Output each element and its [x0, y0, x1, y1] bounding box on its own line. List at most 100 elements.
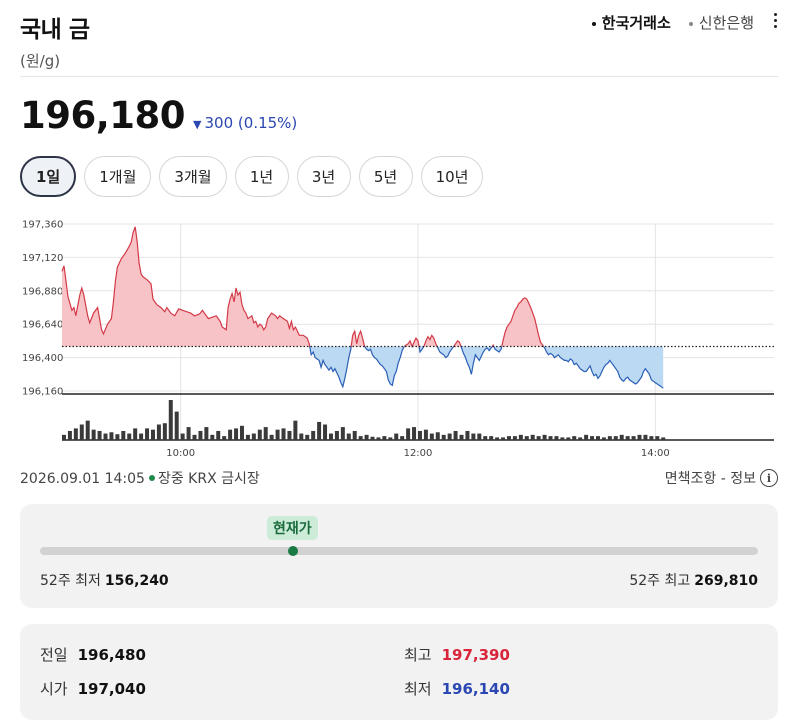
volume-bar — [115, 434, 120, 440]
volume-bar — [655, 436, 660, 440]
volume-bar — [210, 434, 215, 440]
volume-bar — [109, 432, 114, 440]
volume-bar — [198, 430, 203, 440]
volume-bar — [358, 436, 363, 440]
range-52w-card: 현재가 52주 최저 156,240 52주 최고 269,810 — [20, 504, 778, 608]
volume-bar — [299, 433, 304, 440]
down-triangle-icon: ▼ — [193, 118, 202, 131]
period-1d-button[interactable]: 1일 — [20, 156, 77, 197]
volume-bar — [61, 434, 66, 440]
unit-label: (원/g) — [20, 52, 61, 70]
volume-bar — [613, 436, 618, 440]
volume-bar — [625, 436, 630, 440]
volume-bar — [417, 430, 422, 440]
change-percent: (0.15%) — [237, 114, 298, 132]
volume-bar — [524, 436, 529, 440]
period-1y-button[interactable]: 1년 — [234, 156, 289, 197]
volume-bar — [269, 434, 274, 440]
volume-bar — [382, 436, 387, 440]
period-3y-button[interactable]: 3년 — [296, 156, 351, 197]
volume-bar — [257, 429, 262, 440]
price-change: ▼ 300 (0.15%) — [193, 114, 297, 132]
volume-bar — [73, 428, 78, 440]
period-3m-button[interactable]: 3개월 — [159, 156, 227, 197]
disclaimer-link[interactable]: 면책조항 - 정보 i — [665, 468, 778, 488]
range-low-label: 52주 최저 — [40, 573, 101, 589]
period-1m-button[interactable]: 1개월 — [84, 156, 152, 197]
area-above-baseline — [62, 226, 544, 347]
x-tick-label: 14:00 — [641, 448, 670, 459]
period-10y-button[interactable]: 10년 — [420, 156, 484, 197]
volume-bar — [548, 436, 553, 440]
stat-value: 196,140 — [441, 680, 510, 698]
volume-bar — [91, 429, 96, 440]
volume-bar — [145, 428, 150, 440]
volume-bar — [518, 434, 523, 440]
volume-bar — [506, 436, 511, 440]
volume-bar — [370, 436, 375, 440]
source-tab-label: 신한은행 — [698, 14, 754, 32]
x-tick-label: 10:00 — [166, 448, 195, 459]
stat-label: 시가 — [40, 680, 68, 698]
volume-bar — [328, 433, 333, 440]
volume-bar — [168, 400, 173, 440]
volume-bar — [156, 424, 161, 440]
volume-bar — [186, 427, 191, 440]
market-status-text: 장중 KRX 금시장 — [157, 471, 260, 487]
period-5y-button[interactable]: 5년 — [358, 156, 413, 197]
live-dot-icon — [148, 475, 155, 481]
volume-bar — [287, 430, 292, 440]
volume-bar — [293, 420, 298, 440]
volume-bar — [388, 437, 393, 440]
info-icon[interactable]: i — [760, 469, 778, 487]
stat-value: 197,390 — [441, 646, 510, 664]
volume-bar — [305, 434, 310, 440]
volume-bar — [536, 436, 541, 440]
volume-bar — [465, 430, 470, 440]
volume-bar — [352, 430, 357, 440]
price-chart[interactable]: 197,360 197,120 196,880 196,640 196,400 196,1… — [0, 210, 792, 462]
range-low-value: 156,240 — [104, 573, 169, 589]
price-row: 196,180 ▼ 300 (0.15%) — [20, 94, 297, 138]
period-selector: 1일 1개월 3개월 1년 3년 5년 10년 — [20, 156, 484, 197]
price-line-below — [309, 346, 664, 389]
volume-bar — [649, 436, 654, 440]
stat-label: 전일 — [40, 646, 68, 664]
stat-value: 197,040 — [77, 680, 146, 698]
stat-low: 최저 196,140 — [404, 678, 510, 699]
volume-bar — [637, 434, 642, 440]
change-amount: 300 — [204, 114, 234, 132]
volume-bar — [453, 430, 458, 440]
volume-bar — [67, 430, 72, 440]
source-tab-label: 한국거래소 — [601, 14, 671, 32]
source-tab-krx[interactable]: 한국거래소 — [591, 12, 671, 33]
stat-label: 최저 — [404, 680, 432, 698]
volume-bar — [340, 427, 345, 440]
volume-bar — [216, 430, 221, 440]
volume-bar — [412, 427, 417, 440]
more-options-icon[interactable] — [770, 10, 780, 32]
volume-bar — [139, 433, 144, 440]
quote-datetime: 2026.09.01 14:05 — [20, 471, 145, 487]
volume-bar — [495, 437, 500, 440]
y-tick-label: 196,160 — [22, 387, 63, 398]
volume-bar — [192, 434, 197, 440]
volume-bar — [281, 428, 286, 440]
y-tick-label: 197,120 — [22, 253, 63, 264]
volume-bar — [245, 434, 250, 440]
source-tab-shinhan[interactable]: 신한은행 — [688, 12, 754, 33]
y-tick-label: 196,640 — [22, 320, 63, 331]
current-price-tag: 현재가 — [267, 516, 318, 540]
volume-bar — [334, 430, 339, 440]
volume-bar — [601, 437, 606, 440]
price-line-above — [61, 226, 545, 347]
disclaimer-text[interactable]: 면책조항 - 정보 — [664, 471, 756, 487]
volume-bar — [406, 428, 411, 440]
bullet-icon — [591, 21, 596, 26]
volume-bar — [239, 425, 244, 440]
volume-bar — [150, 429, 155, 440]
volume-bar — [346, 433, 351, 440]
source-tabs: 한국거래소 신한은행 — [591, 12, 754, 33]
x-tick-label: 12:00 — [404, 448, 433, 459]
stats-card: 전일 196,480 시가 197,040 최고 197,390 최저 196,140 — [20, 624, 778, 720]
